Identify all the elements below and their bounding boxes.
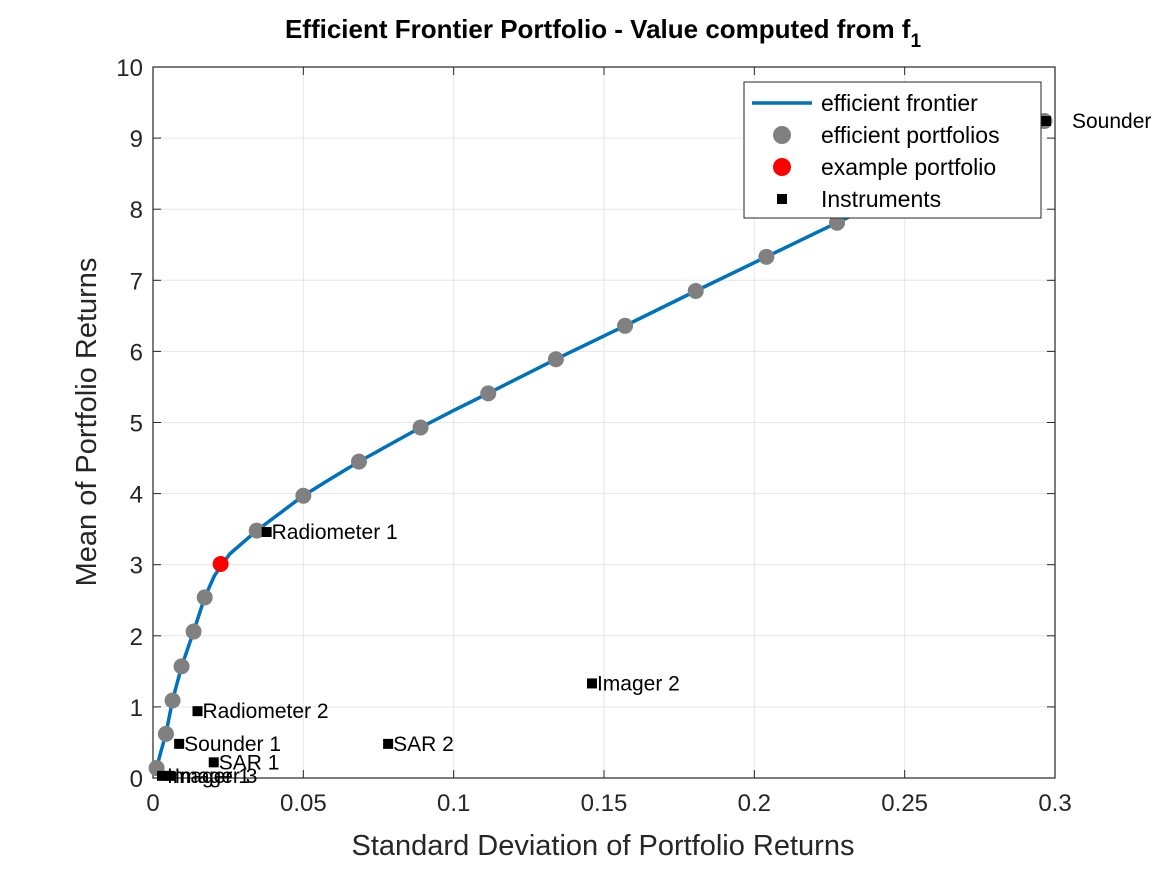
example-portfolio-point <box>212 555 229 572</box>
x-tick-label: 0 <box>146 790 159 817</box>
instrument-marker <box>164 770 175 781</box>
efficient-portfolio-point <box>829 214 846 231</box>
x-tick-label: 0.2 <box>738 790 771 817</box>
efficient-portfolio-point <box>157 725 174 742</box>
axes-ticks <box>152 66 1056 779</box>
y-tick-label: 7 <box>130 268 143 295</box>
efficient-portfolio-point <box>412 419 429 436</box>
y-tick-label: 5 <box>130 411 143 438</box>
instrument-marker <box>383 738 394 749</box>
efficient-portfolio-point <box>185 623 202 640</box>
y-tick-label: 6 <box>130 339 143 366</box>
instrument-marker <box>1040 116 1051 127</box>
instrument-label: Imager 1 <box>167 765 250 788</box>
y-tick-label: 1 <box>130 695 143 722</box>
efficient-portfolio-point <box>480 385 497 402</box>
y-tick-label: 8 <box>130 197 143 224</box>
y-axis-label: Mean of Portfolio Returns <box>71 258 103 587</box>
y-tick-label: 9 <box>130 126 143 153</box>
legend: efficient frontier efficient portfolios … <box>743 81 1042 219</box>
instrument-label: Imager 2 <box>597 672 680 695</box>
legend-label-example-portfolio: example portfolio <box>821 154 996 180</box>
x-axis-label: Standard Deviation of Portfolio Returns <box>352 830 855 862</box>
chart-title: Efficient Frontier Portfolio - Value com… <box>285 14 921 52</box>
data-layer: Sounder Radiometer 1 Imager 2 Radiometer 2 S… <box>148 110 1151 788</box>
y-tick-label: 4 <box>130 482 143 509</box>
efficient-portfolio-point <box>196 589 213 606</box>
y-tick-label: 3 <box>130 553 143 580</box>
efficient-frontier-line <box>154 119 1046 769</box>
efficient-portfolio-point <box>617 317 634 334</box>
efficient-portfolio-point <box>164 692 181 709</box>
instrument-marker <box>157 770 168 781</box>
y-tick-label: 2 <box>130 624 143 651</box>
instrument-label: Radiometer 2 <box>202 700 328 723</box>
instrument-label: SAR 1 <box>219 751 280 774</box>
efficient-portfolio-point <box>350 453 367 470</box>
x-tick-label: 0.15 <box>581 790 628 817</box>
instrument-label: Imager 3 <box>175 765 258 788</box>
legend-red-marker <box>773 158 791 176</box>
instrument-marker <box>261 526 272 537</box>
efficient-portfolio-point <box>547 351 564 368</box>
legend-black-marker <box>777 194 787 204</box>
instrument-label: Sounder 1 <box>184 733 281 756</box>
instrument-label: Radiometer 1 <box>272 521 398 544</box>
efficient-portfolio-point <box>295 487 312 504</box>
legend-gray-marker <box>773 126 791 144</box>
x-tick-label: 0.3 <box>1038 790 1071 817</box>
instrument-label: SAR 2 <box>393 733 454 756</box>
instrument-label: Sounder <box>1072 110 1151 133</box>
x-tick-label: 0.1 <box>437 790 470 817</box>
x-tick-label: 0.25 <box>881 790 928 817</box>
y-tick-label: 10 <box>116 55 143 82</box>
efficient-portfolio-point <box>758 248 775 265</box>
instrument-marker <box>208 757 219 768</box>
y-tick-label: 0 <box>130 766 143 793</box>
y-tick-labels: 0 1 2 3 4 5 6 7 8 9 10 <box>116 55 143 793</box>
legend-label-efficient-frontier: efficient frontier <box>821 90 978 116</box>
legend-label-instruments: Instruments <box>821 186 941 212</box>
legend-label-efficient-portfolios: efficient portfolios <box>821 122 1000 148</box>
efficient-portfolio-point <box>248 522 265 539</box>
x-tick-label: 0.05 <box>280 790 327 817</box>
instrument-marker <box>586 678 597 689</box>
efficient-portfolio-point <box>173 658 190 675</box>
x-tick-labels: 0 0.05 0.1 0.15 0.2 0.25 0.3 <box>146 790 1071 817</box>
instrument-marker <box>174 738 185 749</box>
instrument-marker <box>192 706 203 717</box>
efficient-portfolio-point <box>687 282 704 299</box>
